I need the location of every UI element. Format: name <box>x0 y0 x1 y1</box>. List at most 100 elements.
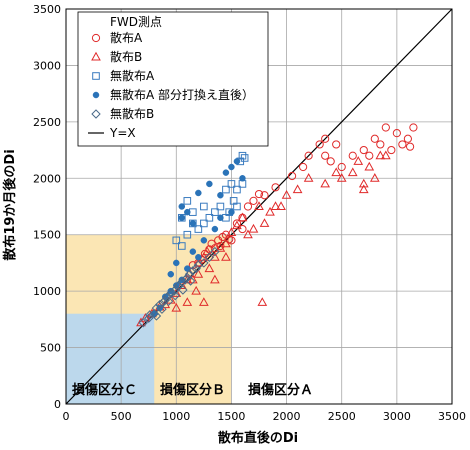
data-point <box>276 201 286 210</box>
data-point <box>375 150 386 160</box>
data-point <box>239 175 246 182</box>
y-tick-labels: 0 500 1000 1500 2000 2500 3000 3500 <box>33 3 61 411</box>
legend-label: 無散布B <box>110 106 154 121</box>
legend-marker <box>92 91 100 99</box>
x-tick-label: 1000 <box>162 410 190 423</box>
legend-label: 無散布A <box>110 68 155 83</box>
data-point <box>182 297 193 306</box>
data-point <box>200 202 208 211</box>
data-point <box>240 154 249 162</box>
data-point <box>173 280 184 291</box>
data-point <box>232 220 242 230</box>
zone-c-label: 損傷区分Ｃ <box>72 382 137 398</box>
data-point <box>222 185 230 194</box>
data-point <box>199 258 209 268</box>
data-point <box>204 263 215 273</box>
data-point <box>184 265 191 272</box>
data-point <box>210 246 220 257</box>
y-tick-label: 3500 <box>33 3 61 16</box>
data-point <box>292 184 303 194</box>
data-point <box>189 248 197 255</box>
data-point <box>304 151 313 160</box>
data-point <box>336 173 347 182</box>
data-point <box>315 140 324 149</box>
data-point <box>249 196 258 205</box>
y-tick-label: 2500 <box>33 116 61 129</box>
data-point <box>191 285 201 295</box>
data-point <box>204 252 215 262</box>
data-point <box>228 208 235 216</box>
data-point <box>166 288 176 299</box>
data-point <box>215 243 226 252</box>
data-point <box>222 169 230 176</box>
x-tick-label: 3500 <box>438 410 466 423</box>
data-point <box>178 214 186 222</box>
reference-line <box>65 8 453 405</box>
data-point <box>321 151 330 160</box>
data-point <box>178 213 186 222</box>
data-point <box>200 237 208 244</box>
data-point <box>358 184 369 194</box>
zone-b-label: 損傷区分Ｂ <box>160 382 225 398</box>
data-point <box>200 219 208 228</box>
data-point <box>358 178 369 188</box>
data-point <box>221 252 231 261</box>
data-point <box>217 214 224 222</box>
data-point <box>180 275 190 285</box>
data-point <box>243 229 253 239</box>
data-point <box>145 310 155 320</box>
legend-box <box>77 11 269 147</box>
legend: FWD測点 散布A 散布B 無散布A 無散布A 部分打換え直後） 無散布B Y=X <box>77 11 269 147</box>
data-point <box>172 236 181 245</box>
data-point <box>178 203 186 210</box>
data-point <box>194 225 203 233</box>
data-point <box>211 225 219 233</box>
data-point <box>188 266 198 276</box>
data-point <box>160 295 170 305</box>
data-point <box>193 268 204 278</box>
data-point <box>211 208 219 216</box>
data-point <box>226 227 237 236</box>
data-point <box>217 191 224 199</box>
legend-label: 散布B <box>110 49 142 64</box>
x-tick-label: 3000 <box>383 410 411 423</box>
data-point <box>136 317 146 327</box>
x-tick-label: 2500 <box>328 410 356 423</box>
data-point <box>405 142 415 151</box>
legend-marker <box>91 51 101 61</box>
data-point <box>189 219 197 228</box>
data-point <box>233 158 241 165</box>
data-point <box>369 173 380 182</box>
zone-a-label: 損傷区分Ａ <box>248 382 313 398</box>
legend-title: FWD測点 <box>110 15 162 29</box>
data-point <box>347 167 358 177</box>
data-point <box>364 161 375 171</box>
data-point <box>221 238 231 248</box>
data-point <box>271 183 280 192</box>
data-point <box>303 173 314 182</box>
data-point <box>178 242 186 250</box>
data-point <box>260 191 269 200</box>
data-point <box>321 134 330 143</box>
data-point <box>254 201 264 210</box>
data-point <box>171 302 182 312</box>
data-point <box>403 134 412 143</box>
data-point <box>183 230 192 239</box>
data-point <box>195 189 202 197</box>
data-point <box>157 304 167 314</box>
data-point <box>228 163 235 171</box>
data-point <box>348 151 357 160</box>
data-point <box>216 241 225 251</box>
data-point <box>163 296 174 307</box>
data-point <box>199 297 209 306</box>
data-point <box>170 290 180 301</box>
x-tick-label: 1500 <box>217 410 245 423</box>
data-point <box>259 218 270 227</box>
data-point <box>210 274 220 284</box>
data-point <box>173 259 180 267</box>
y-axis-title: 散布19か月後のDi <box>2 149 18 260</box>
data-point <box>265 206 275 216</box>
data-points <box>136 123 418 328</box>
data-point <box>376 140 385 149</box>
legend-marker <box>91 33 101 43</box>
